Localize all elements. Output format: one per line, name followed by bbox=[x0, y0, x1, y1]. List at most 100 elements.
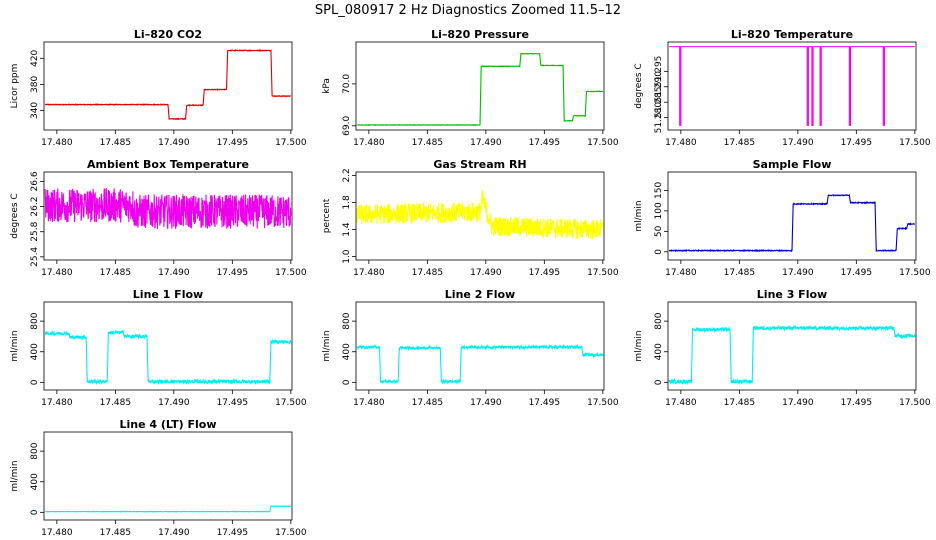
x-tick-label: 17.500 bbox=[275, 268, 307, 278]
x-tick-label: 17.485 bbox=[412, 398, 444, 408]
x-tick-label: 17.500 bbox=[899, 268, 931, 278]
y-axis-label: degrees C bbox=[634, 63, 644, 108]
plot-frame bbox=[355, 41, 605, 131]
x-tick-label: 17.500 bbox=[275, 398, 307, 408]
x-tick-label: 17.495 bbox=[217, 528, 249, 538]
panel-title: Line 3 Flow bbox=[757, 288, 827, 301]
y-tick-label: 400 bbox=[342, 343, 352, 360]
x-tick-label: 17.495 bbox=[841, 268, 873, 278]
chart-panel-3: Li–820 Temperature 17.480 17.485 17.490 17.4… bbox=[634, 28, 931, 148]
series-line bbox=[668, 324, 916, 386]
figure-title: SPL_080917 2 Hz Diagnostics Zoomed 11.5–… bbox=[315, 3, 621, 18]
y-tick-label: 0 bbox=[30, 379, 40, 385]
x-tick-label: 17.485 bbox=[100, 268, 132, 278]
panel-title: Line 1 Flow bbox=[133, 288, 203, 301]
x-tick-label: 17.500 bbox=[587, 138, 619, 148]
x-tick-label: 17.500 bbox=[587, 268, 619, 278]
plot-frame bbox=[667, 171, 917, 261]
y-tick-label: 800 bbox=[30, 442, 40, 459]
chart-panel-9: Line 3 Flow 17.480 17.485 17.490 17.495 17.50… bbox=[634, 288, 931, 408]
x-tick-label: 17.495 bbox=[529, 138, 561, 148]
plot-frame bbox=[43, 301, 293, 391]
chart-panel-7: Line 1 Flow 17.480 17.485 17.490 17.495 17.50… bbox=[10, 288, 307, 408]
chart-panel-2: Li–820 Pressure 17.480 17.485 17.490 17.495 1… bbox=[322, 28, 619, 148]
x-tick-label: 17.500 bbox=[587, 398, 619, 408]
series-line bbox=[668, 193, 915, 253]
x-tick-label: 17.480 bbox=[41, 528, 73, 538]
y-tick-label: 400 bbox=[654, 343, 664, 360]
x-tick-label: 17.480 bbox=[665, 398, 697, 408]
y-tick-label: 26.6 bbox=[30, 171, 40, 191]
y-tick-label: 51.295 bbox=[654, 56, 664, 88]
series-line bbox=[356, 343, 604, 385]
x-tick-label: 17.490 bbox=[158, 398, 190, 408]
chart-panel-8: Line 2 Flow 17.480 17.485 17.490 17.495 17.50… bbox=[322, 288, 619, 408]
y-tick-label: 69.0 bbox=[342, 116, 352, 136]
plot-frame bbox=[43, 41, 293, 131]
y-tick-label: 51.280 bbox=[654, 102, 664, 134]
series-line bbox=[357, 52, 604, 127]
y-axis-label: kPa bbox=[322, 78, 332, 94]
panel-title: Li–820 Pressure bbox=[431, 28, 529, 41]
y-tick-label: 51.290 bbox=[654, 71, 664, 103]
x-tick-label: 17.500 bbox=[899, 398, 931, 408]
y-tick-label: 100 bbox=[654, 202, 664, 219]
y-tick-label: 800 bbox=[30, 312, 40, 329]
plot-frame bbox=[667, 301, 917, 391]
x-tick-label: 17.490 bbox=[470, 268, 502, 278]
series-line bbox=[356, 190, 604, 241]
x-tick-label: 17.485 bbox=[100, 138, 132, 148]
panel-title: Line 2 Flow bbox=[445, 288, 515, 301]
y-tick-label: 25.4 bbox=[30, 247, 40, 267]
series-line bbox=[669, 46, 915, 126]
y-tick-label: 0 bbox=[30, 509, 40, 515]
x-tick-label: 17.500 bbox=[275, 528, 307, 538]
x-tick-label: 17.495 bbox=[217, 138, 249, 148]
panel-title: Line 4 (LT) Flow bbox=[120, 418, 217, 431]
plot-frame bbox=[43, 431, 293, 521]
x-tick-label: 17.495 bbox=[529, 398, 561, 408]
panel-title: Sample Flow bbox=[753, 158, 832, 171]
x-tick-label: 17.500 bbox=[899, 138, 931, 148]
x-tick-label: 17.490 bbox=[470, 398, 502, 408]
x-tick-label: 17.495 bbox=[841, 138, 873, 148]
y-tick-label: 25.8 bbox=[30, 221, 40, 241]
y-tick-label: 340 bbox=[30, 102, 40, 119]
y-axis-label: ml/min bbox=[634, 330, 644, 361]
chart-panel-1: Li–820 CO2 17.480 17.485 17.490 17.495 17.500… bbox=[10, 28, 307, 148]
x-tick-label: 17.485 bbox=[412, 138, 444, 148]
x-tick-label: 17.490 bbox=[782, 268, 814, 278]
y-tick-label: 50 bbox=[654, 225, 664, 237]
y-tick-label: 400 bbox=[30, 343, 40, 360]
plot-frame bbox=[355, 171, 605, 261]
y-axis-label: percent bbox=[322, 198, 332, 233]
x-tick-label: 17.485 bbox=[100, 528, 132, 538]
x-tick-label: 17.480 bbox=[41, 398, 73, 408]
x-tick-label: 17.480 bbox=[353, 138, 385, 148]
y-tick-label: 380 bbox=[30, 76, 40, 93]
y-tick-label: 26.2 bbox=[30, 197, 40, 217]
x-tick-label: 17.485 bbox=[724, 398, 756, 408]
y-tick-label: 0 bbox=[654, 249, 664, 255]
y-axis-label: ml/min bbox=[322, 330, 332, 361]
y-tick-label: 1.8 bbox=[342, 195, 352, 210]
panel-title: Li–820 Temperature bbox=[731, 28, 853, 41]
panel-title: Li–820 CO2 bbox=[134, 28, 202, 41]
x-tick-label: 17.495 bbox=[217, 398, 249, 408]
y-tick-label: 2.2 bbox=[342, 168, 352, 182]
chart-panel-6: Sample Flow 17.480 17.485 17.490 17.495 17.50… bbox=[634, 158, 931, 278]
x-tick-label: 17.495 bbox=[529, 268, 561, 278]
y-tick-label: 70.0 bbox=[342, 74, 352, 94]
y-tick-label: 420 bbox=[30, 49, 40, 66]
chart-panel-4: Ambient Box Temperature 17.480 17.485 17.49… bbox=[10, 158, 307, 278]
y-tick-label: 0 bbox=[654, 379, 664, 385]
series-line bbox=[44, 329, 292, 386]
y-tick-label: 51.285 bbox=[654, 86, 664, 118]
plot-frame bbox=[667, 41, 917, 131]
y-tick-label: 800 bbox=[342, 312, 352, 329]
series-line bbox=[44, 48, 292, 121]
panel-title: Ambient Box Temperature bbox=[87, 158, 249, 171]
x-tick-label: 17.485 bbox=[412, 268, 444, 278]
x-tick-label: 17.490 bbox=[158, 268, 190, 278]
